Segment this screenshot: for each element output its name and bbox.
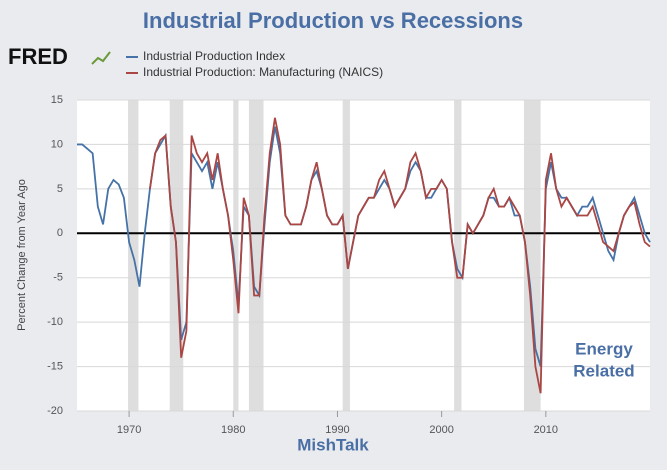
y-tick-label: 10 xyxy=(51,138,63,150)
recession-band xyxy=(454,100,462,411)
x-tick-label: 2010 xyxy=(534,424,558,436)
footer: MishTalk xyxy=(297,435,369,454)
recession-band xyxy=(523,100,541,411)
y-tick-label: -10 xyxy=(47,316,63,328)
x-tick-label: 2000 xyxy=(429,424,453,436)
recession-band xyxy=(233,100,239,411)
plot-area xyxy=(77,100,650,411)
logo-icon xyxy=(91,51,111,65)
legend-label: Industrial Production: Manufacturing (NA… xyxy=(143,65,383,79)
series-line xyxy=(149,117,651,394)
chart-title: Industrial Production vs Recessions xyxy=(143,8,523,33)
y-tick-label: -5 xyxy=(53,272,63,284)
y-tick-label: 15 xyxy=(51,94,63,106)
legend-label: Industrial Production Index xyxy=(143,49,285,63)
x-tick-label: 1970 xyxy=(117,424,141,436)
x-tick-label: 1990 xyxy=(325,424,349,436)
recession-band xyxy=(248,100,264,411)
y-tick-label: -15 xyxy=(47,360,63,372)
annotation: Related xyxy=(573,361,634,380)
x-tick-label: 1980 xyxy=(221,424,245,436)
y-tick-label: 0 xyxy=(57,227,63,239)
y-tick-label: 5 xyxy=(57,183,63,195)
logo: FRED xyxy=(8,44,68,69)
y-tick-label: -20 xyxy=(47,405,63,417)
y-axis-label: Percent Change from Year Ago xyxy=(16,179,28,331)
annotation: Energy xyxy=(575,339,633,358)
